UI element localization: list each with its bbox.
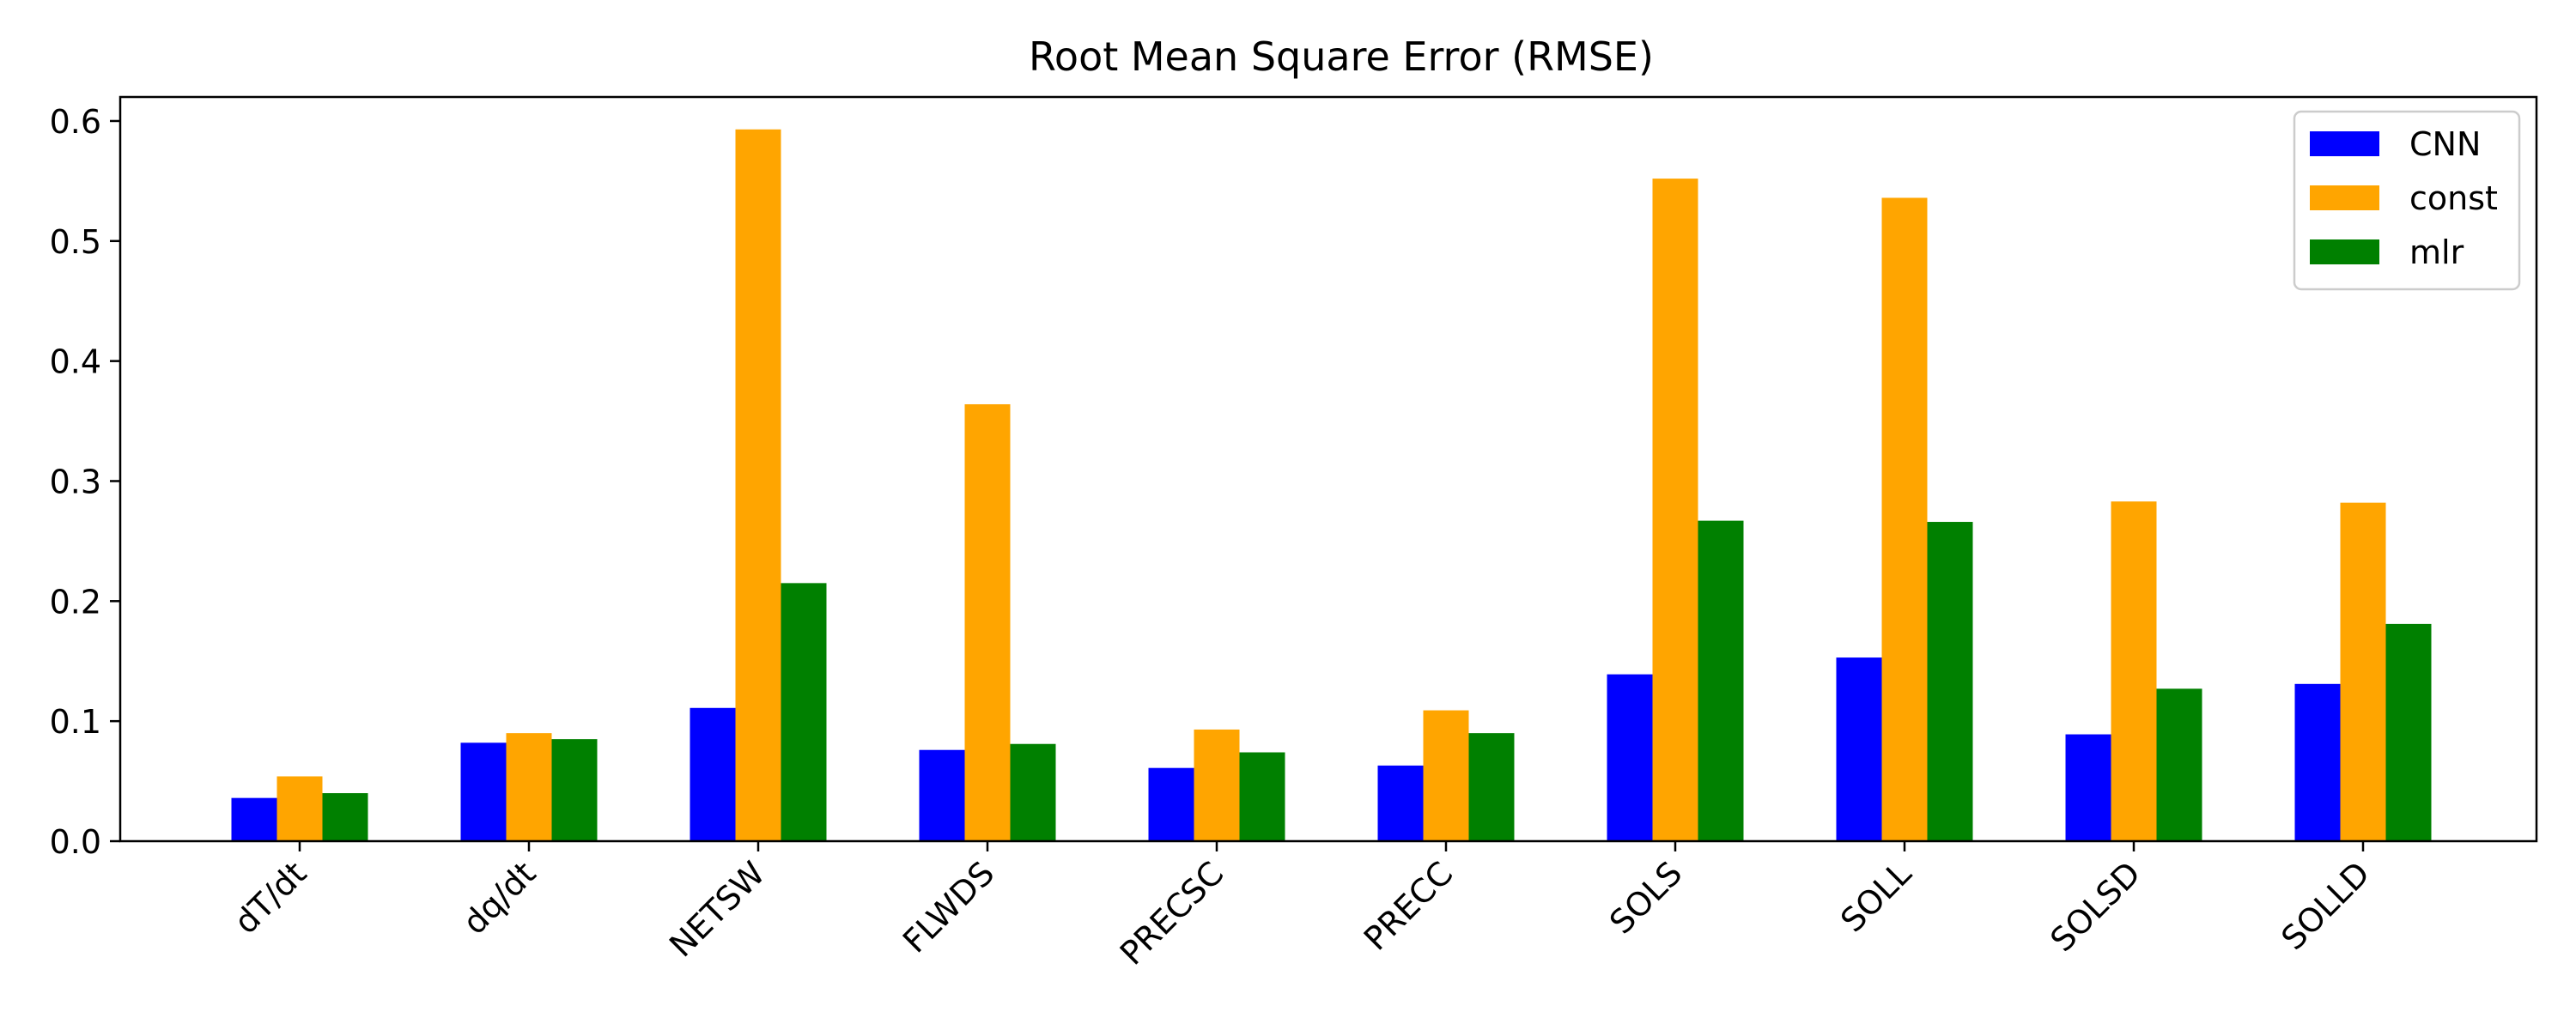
bar-mlr-precsc: [1239, 752, 1285, 841]
bar-mlr-dt-dt: [322, 793, 368, 841]
x-tick-label: SOLS: [1602, 854, 1689, 941]
y-axis: 0.0 0.1 0.2 0.3 0.4 0.5 0.6: [50, 103, 120, 861]
bar-const-solsd: [2111, 501, 2157, 841]
bar-mlr-dq-dt: [551, 739, 598, 841]
bar-cnn-dt-dt: [231, 797, 277, 841]
x-axis: dT/dt dq/dt NETSW FLWDS PRECSC PRECC SOLS SOLL S…: [227, 841, 2377, 972]
x-tick-label: SOLLD: [2274, 854, 2377, 957]
legend: CNN const mlr: [2293, 110, 2521, 291]
plot-frame: [118, 95, 2538, 843]
legend-label-cnn: CNN: [2409, 125, 2481, 163]
legend-swatch-cnn: [2310, 131, 2379, 156]
x-tick-label: dq/dt: [455, 854, 543, 942]
legend-swatch-const: [2310, 185, 2379, 210]
y-tick-label: 0.6: [50, 103, 101, 141]
bar-mlr-solsd: [2156, 688, 2202, 841]
bar-mlr-solld: [2385, 623, 2432, 841]
bars: [231, 129, 2432, 841]
bar-const-dq-dt: [506, 733, 552, 841]
bar-cnn-solld: [2294, 683, 2341, 841]
y-tick-label: 0.1: [50, 703, 101, 741]
bar-const-soll: [1881, 197, 1928, 841]
x-tick-label: PRECC: [1357, 854, 1460, 957]
bar-cnn-sols: [1607, 674, 1653, 841]
chart-title: Root Mean Square Error (RMSE): [1029, 33, 1654, 80]
bar-mlr-flwds: [1010, 743, 1056, 841]
bar-cnn-dq-dt: [460, 742, 507, 841]
bar-mlr-soll: [1927, 522, 1973, 841]
bar-const-netsw: [735, 129, 781, 841]
bar-cnn-precc: [1377, 765, 1424, 841]
bar-cnn-solsd: [2065, 734, 2111, 841]
legend-label-mlr: mlr: [2409, 233, 2464, 271]
bar-const-flwds: [964, 403, 1011, 841]
x-tick-label: NETSW: [662, 854, 772, 964]
legend-label-const: const: [2409, 179, 2498, 217]
x-tick-label: FLWDS: [896, 854, 1001, 960]
bar-const-solld: [2340, 502, 2386, 841]
x-tick-label: PRECSC: [1113, 854, 1231, 972]
x-tick-label: SOLL: [1833, 854, 1918, 939]
x-tick-label: SOLSD: [2043, 854, 2148, 959]
bar-mlr-netsw: [781, 583, 827, 841]
x-tick-label: dT/dt: [227, 854, 313, 941]
bar-cnn-soll: [1836, 657, 1882, 841]
bar-const-precc: [1423, 710, 1469, 841]
y-tick-label: 0.5: [50, 223, 101, 261]
y-tick-label: 0.3: [50, 463, 101, 500]
bar-const-sols: [1652, 179, 1698, 841]
bar-mlr-precc: [1468, 733, 1515, 841]
bar-mlr-sols: [1698, 520, 1744, 841]
y-tick-label: 0.4: [50, 343, 101, 381]
bar-cnn-precsc: [1148, 767, 1194, 841]
bar-cnn-netsw: [690, 707, 736, 841]
legend-swatch-mlr: [2310, 239, 2379, 264]
y-tick-label: 0.2: [50, 583, 101, 621]
y-tick-label: 0.0: [50, 823, 101, 861]
bar-cnn-flwds: [919, 749, 965, 841]
bar-const-dt-dt: [276, 776, 323, 841]
bar-const-precsc: [1194, 729, 1240, 841]
